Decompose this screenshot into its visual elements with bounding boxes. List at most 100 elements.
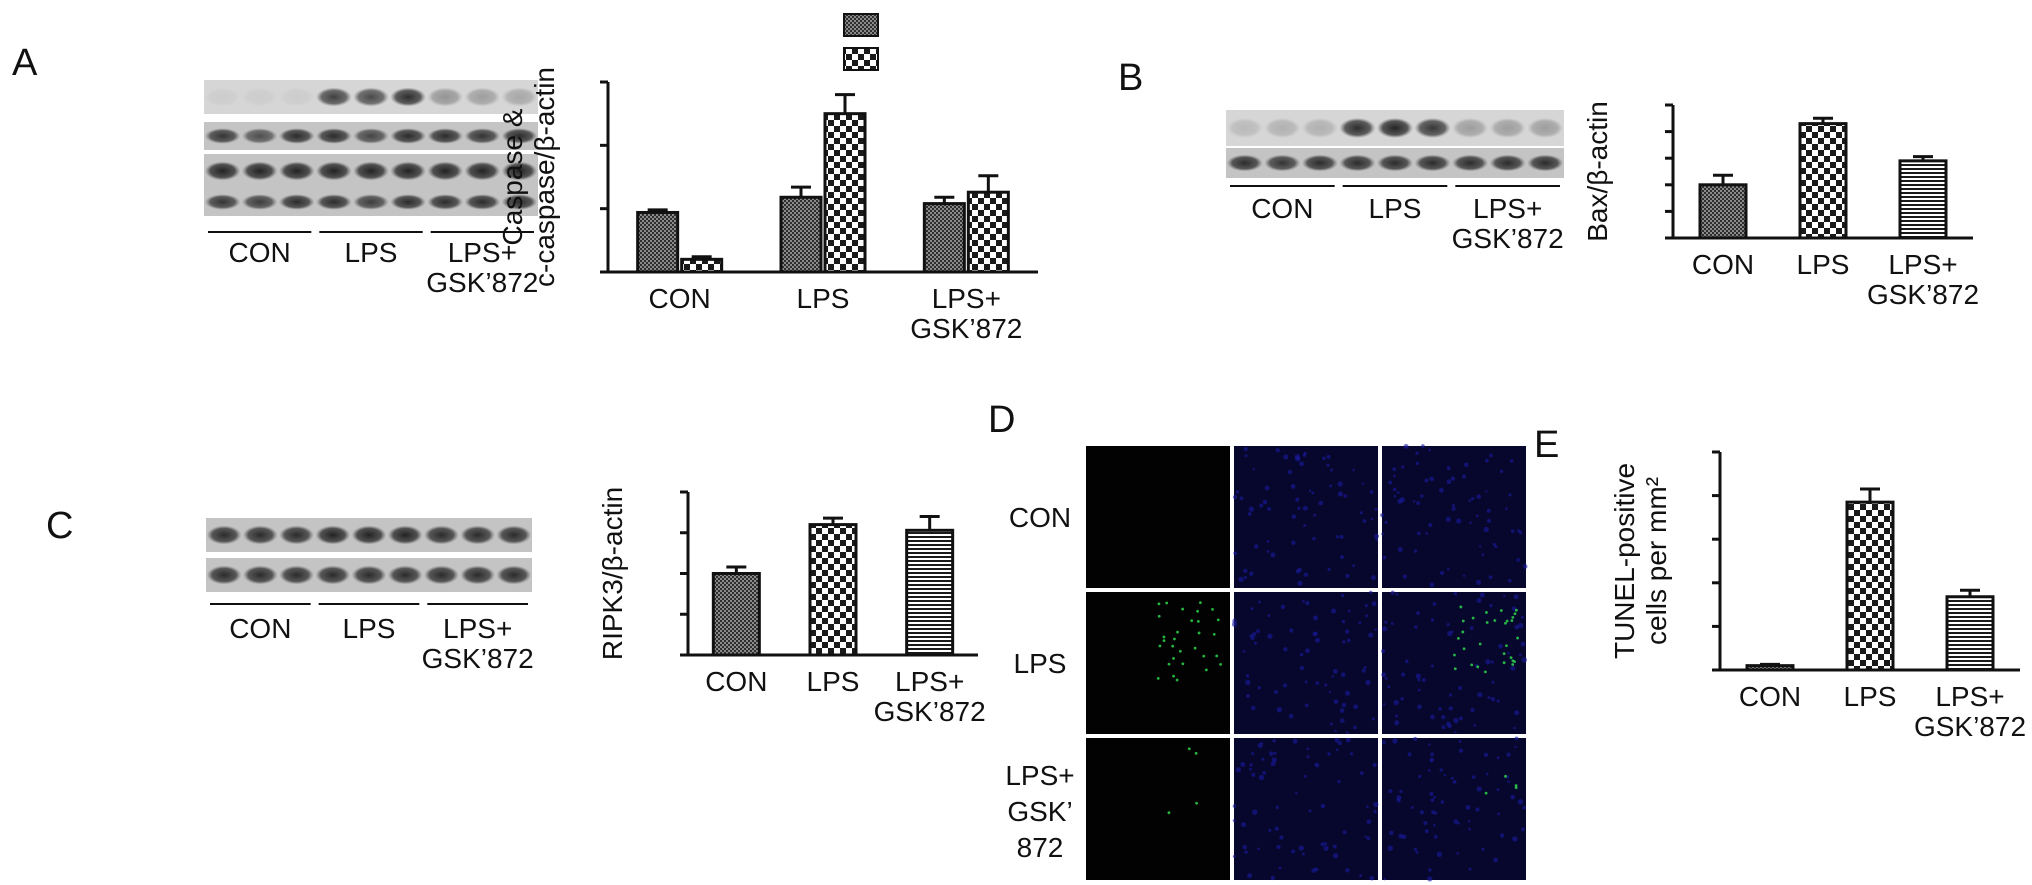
dapi-nucleus bbox=[1387, 685, 1391, 689]
blot-group-label: CON bbox=[1251, 193, 1313, 224]
blot-band bbox=[390, 128, 426, 144]
dapi-nucleus bbox=[1361, 668, 1366, 673]
dapi-nucleus bbox=[1471, 775, 1476, 780]
dapi-nucleus bbox=[1450, 776, 1454, 780]
dapi-nucleus bbox=[1362, 519, 1367, 523]
dapi-nucleus bbox=[1434, 811, 1438, 815]
bar-chart-a: Caspase &c-caspase/β-actin CON LPS LPS+ GSK’… bbox=[497, 13, 1038, 344]
dapi-nucleus bbox=[1384, 620, 1388, 624]
dapi-nucleus bbox=[1295, 497, 1300, 502]
dapi-nucleus bbox=[1484, 458, 1489, 463]
dapi-nucleus bbox=[1245, 674, 1250, 678]
dapi-nucleus bbox=[1420, 444, 1425, 448]
blot-band bbox=[1226, 154, 1263, 172]
tunel-positive-cell bbox=[1167, 662, 1171, 666]
dapi-nucleus bbox=[1299, 652, 1304, 657]
dapi-nucleus bbox=[1454, 731, 1457, 734]
dapi-nucleus bbox=[1417, 704, 1422, 710]
dapi-nucleus bbox=[1412, 500, 1416, 503]
panel-letter-d: D bbox=[988, 399, 1015, 441]
dapi-nucleus bbox=[1500, 833, 1505, 838]
dapi-nucleus bbox=[1398, 833, 1404, 839]
dapi-nucleus bbox=[1388, 830, 1394, 836]
dapi-nucleus bbox=[1303, 774, 1307, 778]
dapi-nucleus bbox=[1388, 480, 1393, 485]
blot-band bbox=[464, 194, 501, 210]
blot-band bbox=[315, 565, 351, 585]
dapi-nucleus bbox=[1331, 608, 1337, 614]
tunel-positive-cell bbox=[1181, 662, 1185, 666]
dapi-nucleus bbox=[1381, 649, 1386, 654]
dapi-nucleus bbox=[1446, 623, 1450, 627]
dapi-nucleus bbox=[1390, 622, 1394, 625]
dapi-nucleus bbox=[1514, 736, 1519, 741]
dapi-nucleus bbox=[1483, 526, 1489, 533]
dapi-nucleus bbox=[1242, 650, 1246, 653]
blot-band bbox=[315, 525, 351, 545]
dapi-nucleus bbox=[1239, 496, 1244, 501]
panel-letter-b: B bbox=[1118, 57, 1143, 99]
dapi-nucleus bbox=[1407, 752, 1412, 757]
dapi-nucleus bbox=[1427, 768, 1431, 772]
dapi-nucleus bbox=[1365, 679, 1371, 686]
dapi-nucleus bbox=[1262, 771, 1266, 775]
dapi-nucleus bbox=[1483, 752, 1489, 757]
dapi-nucleus bbox=[1433, 835, 1438, 839]
dapi-nucleus bbox=[1401, 672, 1406, 677]
blot-band bbox=[204, 87, 241, 107]
dapi-nucleus bbox=[1511, 606, 1517, 611]
blot-band bbox=[390, 194, 426, 210]
tunel-positive-cell bbox=[1461, 619, 1465, 623]
blot-band bbox=[1264, 154, 1301, 172]
tunel-positive-cell bbox=[1471, 616, 1475, 620]
tunel-positive-cell bbox=[1504, 774, 1507, 778]
dapi-nucleus bbox=[1468, 827, 1471, 831]
tunel-positive-cell bbox=[1502, 652, 1506, 656]
x-tick-label: LPS+ GSK’872 bbox=[910, 283, 1022, 344]
blot-band bbox=[206, 565, 242, 585]
dapi-nucleus bbox=[1458, 748, 1464, 753]
dapi-nucleus bbox=[1373, 809, 1377, 814]
dapi-nucleus bbox=[1399, 789, 1403, 793]
dapi-nucleus bbox=[1516, 558, 1521, 562]
tunel-positive-cell bbox=[1476, 665, 1480, 669]
dapi-nucleus bbox=[1246, 694, 1250, 698]
dapi-nucleus bbox=[1522, 564, 1528, 569]
dapi-nucleus bbox=[1370, 575, 1376, 581]
dapi-nucleus bbox=[1359, 771, 1364, 776]
dapi-nucleus bbox=[1233, 551, 1238, 556]
dapi-nucleus bbox=[1381, 532, 1384, 536]
tunel-positive-cell bbox=[1513, 612, 1517, 616]
dapi-nucleus bbox=[1421, 677, 1426, 682]
dapi-nucleus bbox=[1468, 867, 1472, 871]
dapi-nucleus bbox=[1270, 552, 1276, 558]
dapi-nucleus bbox=[1369, 875, 1375, 881]
dapi-nucleus bbox=[1508, 493, 1512, 497]
blot-band bbox=[427, 194, 464, 210]
dapi-nucleus bbox=[1249, 634, 1254, 638]
blot-band bbox=[424, 525, 459, 545]
blot-band bbox=[1527, 117, 1564, 139]
dapi-nucleus bbox=[1323, 845, 1329, 851]
dapi-nucleus bbox=[1306, 747, 1310, 751]
western-blot-a: CON LPS LPS+ GSK’872 bbox=[204, 80, 538, 298]
dapi-nucleus bbox=[1328, 690, 1332, 694]
dapi-nucleus bbox=[1518, 530, 1523, 535]
blot-band bbox=[501, 87, 538, 107]
tunel-positive-cell bbox=[1510, 619, 1514, 623]
dapi-nucleus bbox=[1432, 823, 1436, 827]
blot-band bbox=[241, 194, 278, 210]
dapi-nucleus bbox=[1268, 828, 1272, 832]
tunel-positive-cell bbox=[1165, 601, 1169, 605]
dapi-nucleus bbox=[1287, 469, 1293, 475]
dapi-nucleus bbox=[1522, 805, 1527, 810]
tunel-positive-cell bbox=[1196, 609, 1199, 613]
dapi-nucleus bbox=[1477, 692, 1483, 698]
x-tick-label: LPS bbox=[807, 666, 860, 697]
dapi-nucleus bbox=[1481, 847, 1485, 851]
dapi-nucleus bbox=[1470, 707, 1475, 713]
tunel-positive-cell bbox=[1173, 637, 1176, 641]
dapi-nucleus bbox=[1232, 495, 1238, 500]
blot-band bbox=[1376, 154, 1414, 172]
dapi-nucleus bbox=[1512, 836, 1518, 842]
